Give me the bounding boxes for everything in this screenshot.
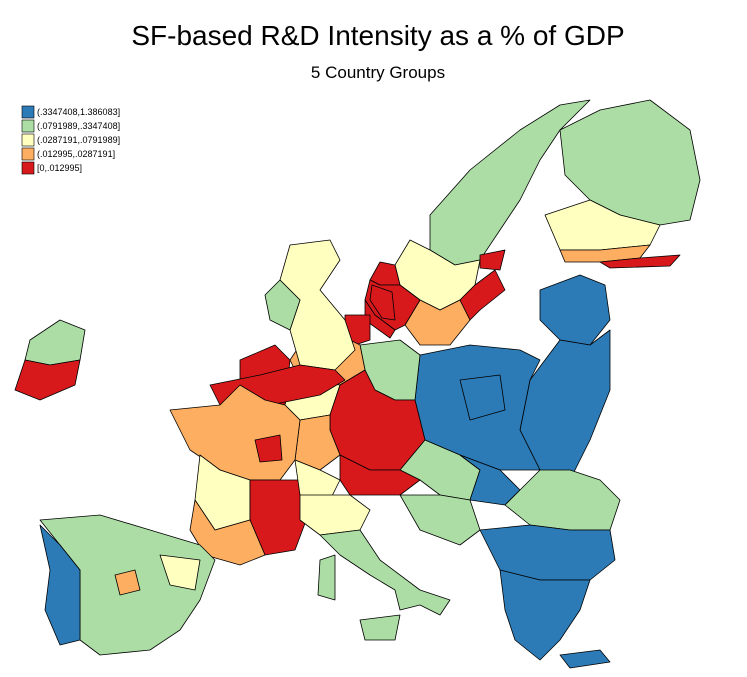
region [299, 494, 371, 536]
legend-swatch [21, 147, 35, 161]
legend-label: (.012995,.0287191] [37, 149, 115, 159]
region [459, 269, 506, 321]
region [559, 649, 611, 669]
region [14, 359, 81, 401]
legend-swatch [21, 133, 35, 147]
legend-swatch [21, 105, 35, 119]
map-title: SF-based R&D Intensity as a % of GDP [131, 20, 624, 51]
region [539, 274, 611, 346]
region [264, 279, 301, 331]
region [189, 499, 266, 566]
region [399, 494, 481, 546]
region [369, 261, 401, 286]
legend-swatch [21, 161, 35, 175]
region [599, 254, 681, 269]
region [404, 299, 471, 346]
legend-label: (.3347408,1.386083] [37, 107, 120, 117]
region [339, 454, 421, 496]
regions [14, 99, 701, 669]
region [479, 249, 506, 271]
region [559, 99, 701, 226]
region [159, 554, 201, 591]
region [459, 374, 506, 421]
region [294, 459, 341, 501]
region [504, 469, 621, 531]
legend-label: (.0791989,.3347408] [37, 121, 120, 131]
region [369, 284, 396, 321]
legend-label: [0,.012995] [37, 163, 82, 173]
map-subtitle: 5 Country Groups [311, 63, 445, 82]
region [254, 434, 283, 463]
region [319, 529, 451, 616]
region [114, 569, 141, 596]
region [39, 524, 81, 646]
region [24, 319, 86, 366]
legend-label: (.0287191,.0791989] [37, 135, 120, 145]
region [317, 554, 336, 601]
region [359, 614, 401, 641]
legend: (.3347408,1.386083] (.0791989,.3347408] (.… [21, 105, 120, 175]
legend-swatch [21, 119, 35, 133]
region [499, 569, 591, 661]
